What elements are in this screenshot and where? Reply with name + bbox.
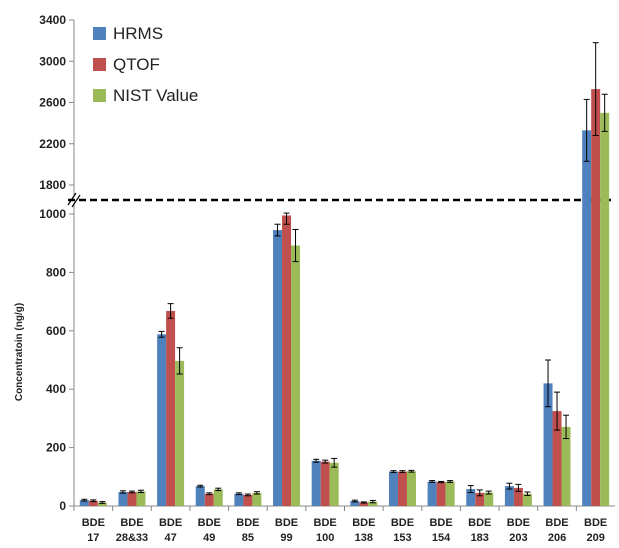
legend-label-0: HRMS bbox=[113, 24, 163, 43]
category-label-2-line1: BDE bbox=[159, 517, 182, 529]
bar-qtof-8 bbox=[397, 471, 407, 506]
bar-hrms-10 bbox=[466, 489, 476, 506]
category-label-11-line1: BDE bbox=[507, 517, 530, 529]
category-label-4-line1: BDE bbox=[236, 517, 259, 529]
category-label-8-line1: BDE bbox=[391, 517, 414, 529]
bar-nist-value-1 bbox=[136, 491, 146, 506]
bar-qtof-1 bbox=[127, 491, 137, 506]
category-label-9-line1: BDE bbox=[429, 517, 452, 529]
category-label-6-line1: BDE bbox=[314, 517, 337, 529]
bar-nist-value-7 bbox=[368, 501, 378, 506]
category-label-4-line2: 85 bbox=[242, 532, 254, 544]
bar-hrms-0 bbox=[79, 500, 89, 506]
axis-break-slash-2 bbox=[71, 194, 81, 208]
y-tick-1800: 1800 bbox=[39, 178, 66, 192]
bar-hrms-7 bbox=[350, 501, 360, 506]
category-label-5-line2: 99 bbox=[280, 532, 292, 544]
bar-nist-value-4 bbox=[252, 492, 262, 506]
category-label-13-line1: BDE bbox=[584, 517, 607, 529]
bar-nist-value-2 bbox=[175, 360, 185, 506]
bar-nist-value-12 bbox=[561, 426, 571, 506]
bar-nist-value-10 bbox=[484, 492, 494, 506]
bar-hrms-2 bbox=[157, 334, 167, 506]
tick-labels: 0 200 400 600 800 1000 1800 2200 2600 3000 3400 bbox=[39, 13, 66, 513]
error-bars bbox=[81, 42, 608, 504]
legend: HRMS QTOF NIST Value bbox=[93, 24, 198, 105]
bar-hrms-11 bbox=[504, 486, 514, 506]
legend-label-2: NIST Value bbox=[113, 86, 198, 105]
category-label-7-line1: BDE bbox=[352, 517, 375, 529]
category-label-5-line1: BDE bbox=[275, 517, 298, 529]
bar-nist-value-11 bbox=[522, 493, 532, 506]
category-label-13-line2: 209 bbox=[586, 532, 604, 544]
bar-qtof-7 bbox=[359, 502, 369, 506]
bar-hrms-13 bbox=[582, 130, 592, 506]
category-label-12-line1: BDE bbox=[545, 517, 568, 529]
bar-qtof-9 bbox=[436, 482, 446, 506]
bar-qtof-4 bbox=[243, 494, 253, 506]
y-tick-3400: 3400 bbox=[39, 13, 66, 27]
category-label-1-line2: 28&33 bbox=[116, 532, 148, 544]
category-label-12-line2: 206 bbox=[548, 532, 566, 544]
bar-nist-value-3 bbox=[213, 489, 223, 506]
bar-qtof-10 bbox=[475, 492, 485, 506]
bar-qtof-3 bbox=[204, 493, 214, 506]
y-tick-200: 200 bbox=[46, 441, 66, 455]
bar-qtof-6 bbox=[320, 461, 330, 506]
bar-nist-value-5 bbox=[291, 245, 301, 506]
bar-hrms-3 bbox=[195, 486, 205, 506]
bar-qtof-13 bbox=[591, 89, 601, 506]
bar-qtof-5 bbox=[282, 215, 292, 506]
bar-hrms-4 bbox=[234, 493, 244, 506]
bar-nist-value-0 bbox=[97, 502, 107, 506]
bar-hrms-12 bbox=[543, 383, 553, 506]
y-tick-800: 800 bbox=[46, 265, 66, 279]
category-labels: BDE 17 BDE 28&33 BDE 47 BDE 49 BDE 85 BDE 99 BDE 100 B… bbox=[82, 517, 608, 544]
bar-nist-value-13 bbox=[600, 112, 610, 506]
category-label-9-line2: 154 bbox=[432, 532, 451, 544]
y-tick-2200: 2200 bbox=[39, 137, 66, 151]
category-label-11-line2: 203 bbox=[509, 532, 527, 544]
bar-nist-value-6 bbox=[329, 462, 339, 506]
category-label-2-line2: 47 bbox=[164, 532, 176, 544]
y-tick-3000: 3000 bbox=[39, 54, 66, 68]
y-tick-0: 0 bbox=[59, 499, 66, 513]
bar-hrms-5 bbox=[273, 230, 283, 506]
bar-hrms-6 bbox=[311, 460, 321, 506]
bar-hrms-9 bbox=[427, 481, 437, 506]
category-label-6-line2: 100 bbox=[316, 532, 334, 544]
category-label-8-line2: 153 bbox=[393, 532, 411, 544]
category-label-1-line1: BDE bbox=[120, 517, 143, 529]
bar-nist-value-9 bbox=[445, 481, 455, 506]
bar-qtof-2 bbox=[166, 310, 176, 506]
category-label-0-line1: BDE bbox=[82, 517, 105, 529]
y-tick-400: 400 bbox=[46, 382, 66, 396]
legend-swatch-1 bbox=[93, 58, 106, 71]
bar-qtof-11 bbox=[513, 487, 523, 506]
y-tick-1000: 1000 bbox=[39, 207, 66, 221]
category-label-3-line2: 49 bbox=[203, 532, 215, 544]
bars bbox=[79, 89, 610, 506]
category-label-10-line2: 183 bbox=[471, 532, 489, 544]
bar-nist-value-8 bbox=[406, 471, 416, 506]
category-label-3-line1: BDE bbox=[198, 517, 221, 529]
bar-qtof-12 bbox=[552, 411, 562, 506]
bar-hrms-1 bbox=[118, 491, 128, 506]
y-tick-600: 600 bbox=[46, 324, 66, 338]
y-axis-label: Concentratoin (ng/g) bbox=[14, 303, 25, 401]
category-label-0-line2: 17 bbox=[87, 532, 99, 544]
legend-swatch-2 bbox=[93, 89, 106, 102]
y-tick-2600: 2600 bbox=[39, 96, 66, 110]
legend-swatch-0 bbox=[93, 27, 106, 40]
category-label-10-line1: BDE bbox=[468, 517, 491, 529]
axis-break-slash-1 bbox=[67, 192, 77, 206]
bar-qtof-0 bbox=[88, 500, 98, 506]
legend-label-1: QTOF bbox=[113, 55, 160, 74]
category-label-7-line2: 138 bbox=[355, 532, 373, 544]
bar-hrms-8 bbox=[388, 471, 398, 506]
